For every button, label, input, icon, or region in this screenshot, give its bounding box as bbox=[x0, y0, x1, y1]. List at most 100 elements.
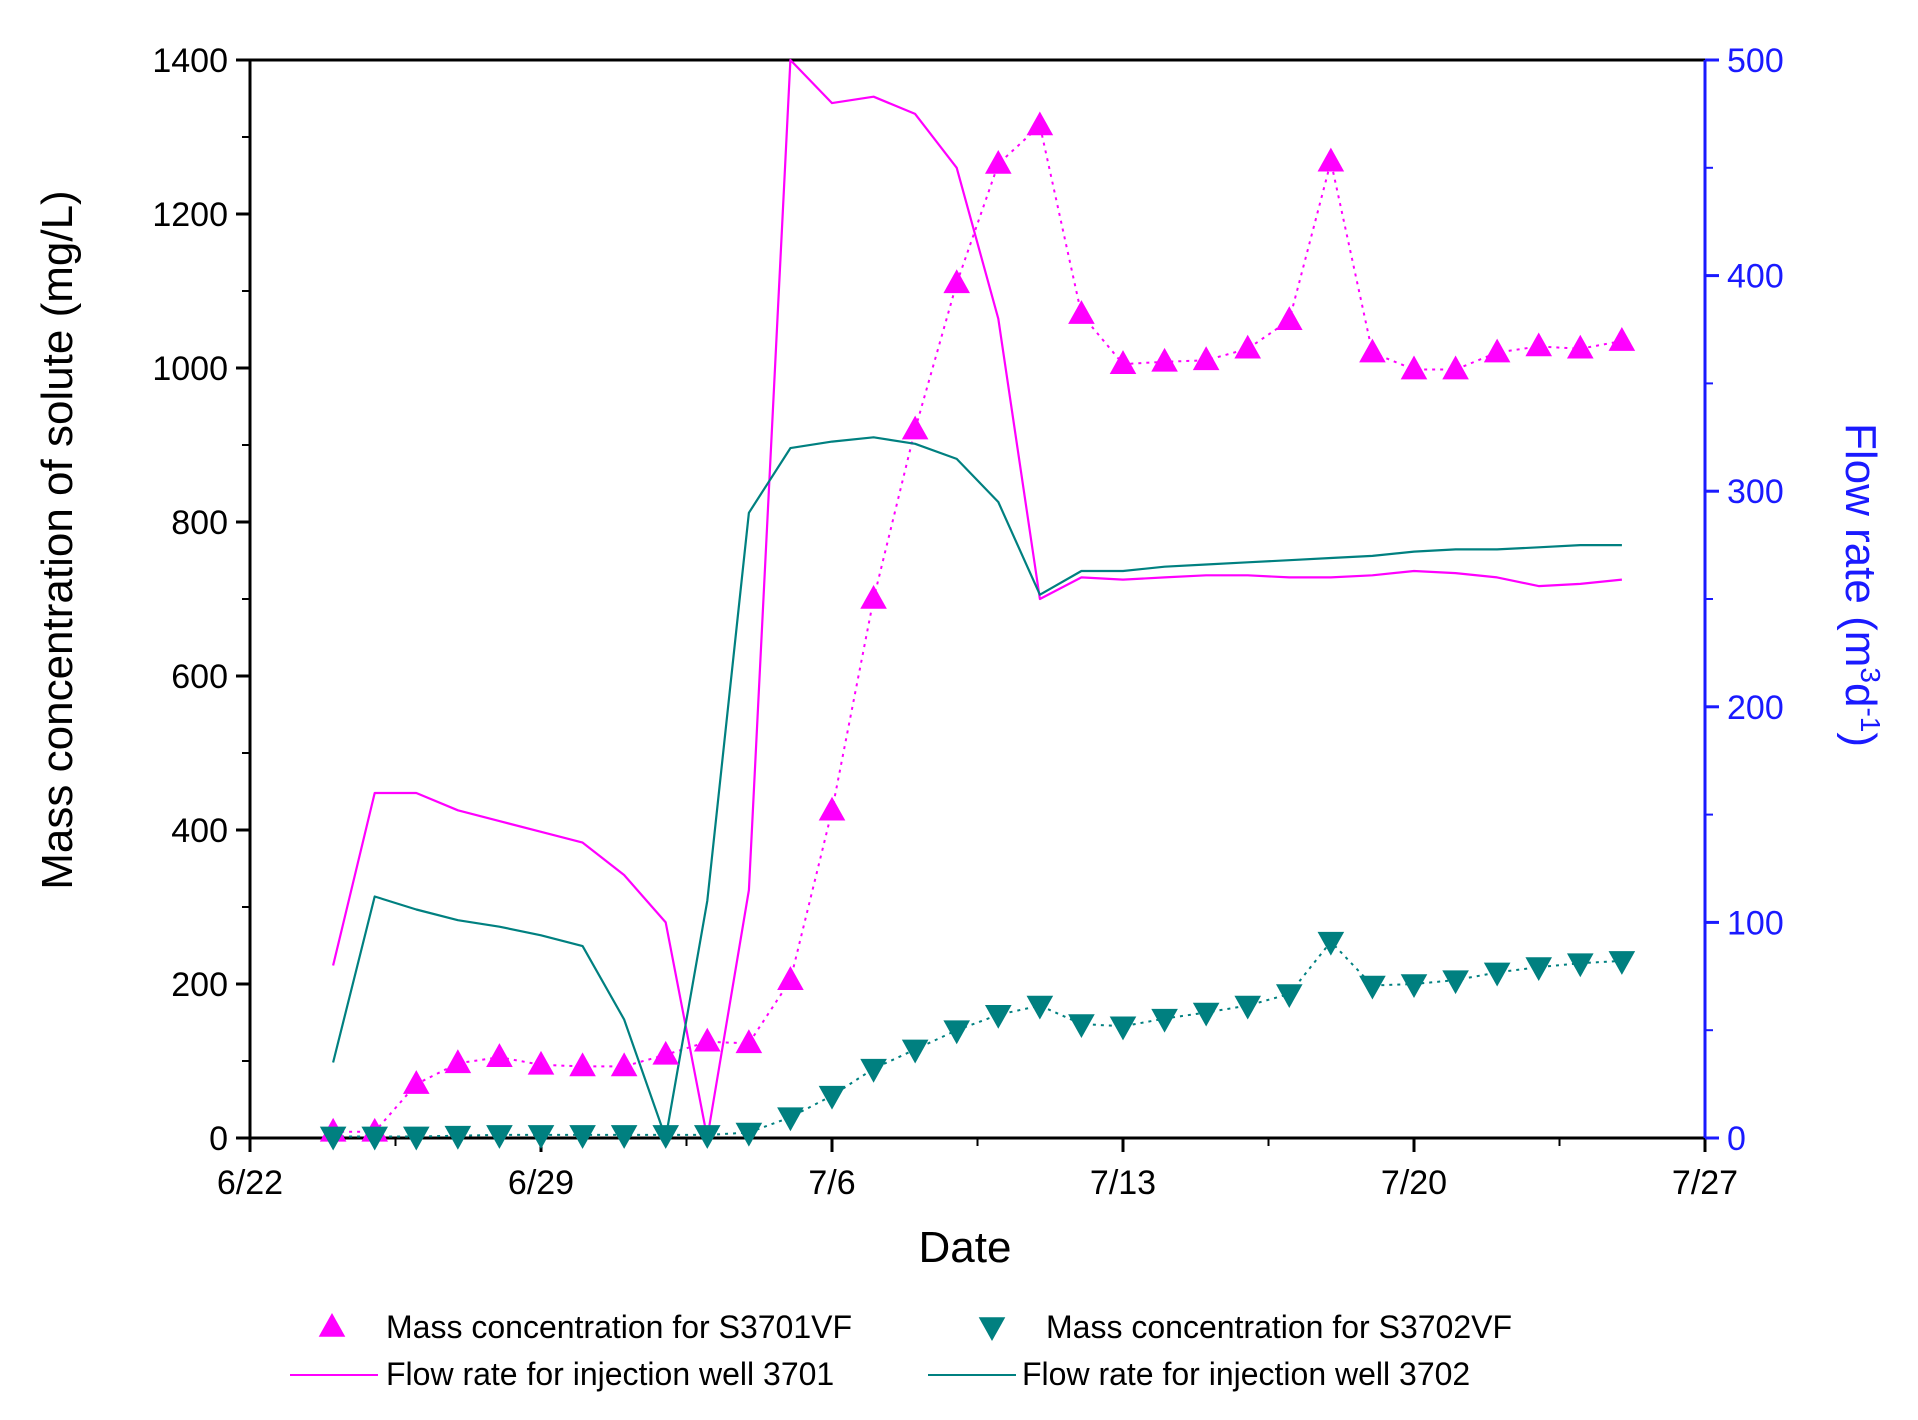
data-point-mass-concentration-for-s3701vf bbox=[1026, 111, 1054, 136]
data-point-mass-concentration-for-s3702vf bbox=[402, 1126, 430, 1151]
data-point-mass-concentration-for-s3702vf bbox=[1359, 975, 1386, 1000]
y-tick-label-left: 200 bbox=[171, 966, 228, 1004]
data-point-mass-concentration-for-s3701vf bbox=[527, 1050, 555, 1075]
data-point-mass-concentration-for-s3702vf bbox=[361, 1126, 389, 1151]
data-point-mass-concentration-for-s3702vf bbox=[818, 1085, 846, 1110]
data-point-mass-concentration-for-s3701vf bbox=[943, 269, 971, 294]
data-point-mass-concentration-for-s3701vf bbox=[1400, 355, 1428, 380]
data-point-mass-concentration-for-s3701vf bbox=[652, 1040, 680, 1065]
data-point-mass-concentration-for-s3702vf bbox=[1275, 984, 1303, 1009]
y-axis-title-right: Flow rate (m3d-1) bbox=[1836, 423, 1887, 747]
data-point-mass-concentration-for-s3702vf bbox=[1234, 995, 1262, 1020]
data-point-mass-concentration-for-s3701vf bbox=[402, 1070, 430, 1094]
data-point-mass-concentration-for-s3702vf bbox=[1566, 953, 1594, 978]
data-point-mass-concentration-for-s3702vf bbox=[735, 1122, 763, 1147]
data-point-mass-concentration-for-s3701vf bbox=[1483, 338, 1511, 363]
x-tick-label: 7/13 bbox=[1090, 1164, 1156, 1202]
series-markers bbox=[319, 111, 1636, 1151]
x-tick-label: 7/27 bbox=[1672, 1164, 1738, 1202]
y-tick-label-left: 600 bbox=[171, 658, 228, 696]
data-point-mass-concentration-for-s3701vf bbox=[1442, 355, 1469, 380]
series-connector-mass-concentration-for-s3702vf bbox=[333, 940, 1622, 1138]
data-point-mass-concentration-for-s3701vf bbox=[1525, 332, 1553, 357]
data-point-mass-concentration-for-s3702vf bbox=[319, 1126, 347, 1151]
series-line-flow-rate-for-injection-well-3701 bbox=[332, 58, 1623, 1140]
data-point-mass-concentration-for-s3702vf bbox=[1192, 1002, 1220, 1027]
legend-label-s3702vf: Mass concentration for S3702VF bbox=[1046, 1309, 1512, 1345]
y-axis-title-right-mid: d bbox=[1836, 683, 1885, 707]
data-point-mass-concentration-for-s3701vf bbox=[486, 1043, 513, 1067]
data-point-mass-concentration-for-s3702vf bbox=[1525, 957, 1553, 982]
data-point-mass-concentration-for-s3702vf bbox=[693, 1125, 721, 1149]
y-axis-title-right-sup1: 3 bbox=[1856, 667, 1887, 683]
data-point-mass-concentration-for-s3701vf bbox=[610, 1052, 638, 1077]
y-tick-label-right: 500 bbox=[1727, 42, 1784, 80]
x-tick-label: 6/29 bbox=[508, 1164, 574, 1202]
y-tick-label-left: 1000 bbox=[152, 350, 228, 388]
legend-marker-s3702vf bbox=[978, 1317, 1006, 1341]
y-axis-title-right-base: Flow rate (m bbox=[1836, 423, 1885, 667]
data-point-mass-concentration-for-s3701vf bbox=[818, 796, 846, 821]
y-tick-label-left: 1400 bbox=[152, 42, 228, 80]
data-point-mass-concentration-for-s3702vf bbox=[1151, 1008, 1178, 1033]
y-tick-label-right: 100 bbox=[1727, 904, 1784, 942]
data-point-mass-concentration-for-s3702vf bbox=[984, 1005, 1012, 1029]
data-point-mass-concentration-for-s3702vf bbox=[444, 1125, 472, 1150]
series-connector-mass-concentration-for-s3701vf bbox=[333, 123, 1623, 1133]
data-point-mass-concentration-for-s3701vf bbox=[735, 1029, 763, 1054]
data-point-mass-concentration-for-s3701vf bbox=[1109, 350, 1137, 374]
data-point-mass-concentration-for-s3701vf bbox=[1151, 347, 1178, 372]
data-point-mass-concentration-for-s3702vf bbox=[652, 1125, 680, 1149]
y-tick-label-left: 0 bbox=[209, 1120, 228, 1158]
x-tick-label: 6/22 bbox=[217, 1164, 283, 1202]
data-point-mass-concentration-for-s3702vf bbox=[1400, 974, 1428, 998]
legend: Mass concentration for S3701VF Mass conc… bbox=[290, 1309, 1512, 1392]
data-point-mass-concentration-for-s3701vf bbox=[1359, 338, 1386, 363]
legend-marker-s3701vf bbox=[318, 1313, 346, 1337]
data-point-mass-concentration-for-s3701vf bbox=[860, 585, 887, 609]
data-point-mass-concentration-for-s3702vf bbox=[1026, 995, 1054, 1020]
legend-label-s3701vf: Mass concentration for S3701VF bbox=[386, 1309, 852, 1345]
y-tick-label-right: 0 bbox=[1727, 1120, 1746, 1158]
legend-label-well-3702: Flow rate for injection well 3702 bbox=[1022, 1356, 1470, 1392]
data-point-mass-concentration-for-s3702vf bbox=[943, 1020, 971, 1045]
data-point-mass-concentration-for-s3701vf bbox=[777, 966, 804, 990]
y-ticks-left: 0 200 400 600 800 1000 1200 1400 bbox=[152, 42, 250, 1158]
data-point-mass-concentration-for-s3701vf bbox=[1566, 334, 1594, 359]
data-point-mass-concentration-for-s3701vf bbox=[1317, 147, 1345, 172]
data-point-mass-concentration-for-s3701vf bbox=[901, 415, 929, 440]
data-point-mass-concentration-for-s3701vf bbox=[444, 1049, 472, 1074]
x-tick-label: 7/6 bbox=[808, 1164, 855, 1202]
data-point-mass-concentration-for-s3701vf bbox=[1275, 306, 1303, 331]
y-tick-label-right: 400 bbox=[1727, 258, 1784, 296]
data-point-mass-concentration-for-s3702vf bbox=[1068, 1014, 1095, 1039]
data-point-mass-concentration-for-s3702vf bbox=[901, 1039, 929, 1064]
data-point-mass-concentration-for-s3701vf bbox=[569, 1052, 596, 1077]
x-axis-title: Date bbox=[919, 1223, 1012, 1272]
data-point-mass-concentration-for-s3701vf bbox=[1234, 334, 1262, 359]
y-tick-label-left: 1200 bbox=[152, 196, 228, 234]
data-point-mass-concentration-for-s3702vf bbox=[777, 1107, 804, 1132]
data-point-mass-concentration-for-s3702vf bbox=[860, 1058, 887, 1083]
series-lines bbox=[332, 58, 1623, 1140]
y-tick-label-right: 300 bbox=[1727, 473, 1784, 511]
y-axis-title-right-end: ) bbox=[1836, 732, 1885, 747]
x-tick-label: 7/20 bbox=[1381, 1164, 1447, 1202]
y-axis-title-left: Mass concentration of solute (mg/L) bbox=[33, 190, 82, 889]
legend-label-well-3701: Flow rate for injection well 3701 bbox=[386, 1356, 834, 1392]
data-point-mass-concentration-for-s3701vf bbox=[693, 1027, 721, 1052]
data-point-mass-concentration-for-s3701vf bbox=[1192, 346, 1220, 371]
data-point-mass-concentration-for-s3702vf bbox=[1109, 1016, 1137, 1041]
data-point-mass-concentration-for-s3702vf bbox=[1483, 962, 1511, 987]
data-point-mass-concentration-for-s3702vf bbox=[1608, 951, 1636, 975]
data-point-mass-concentration-for-s3702vf bbox=[1317, 931, 1345, 956]
data-point-mass-concentration-for-s3701vf bbox=[1608, 327, 1636, 351]
y-tick-label-left: 800 bbox=[171, 504, 228, 542]
x-ticks: 6/22 6/29 7/6 7/13 7/20 7/27 bbox=[217, 1138, 1738, 1202]
data-point-mass-concentration-for-s3701vf bbox=[1068, 300, 1095, 324]
data-point-mass-concentration-for-s3702vf bbox=[486, 1125, 513, 1149]
data-point-mass-concentration-for-s3702vf bbox=[1442, 970, 1469, 995]
data-point-mass-concentration-for-s3702vf bbox=[569, 1125, 596, 1149]
y-axis-title-right-sup2: -1 bbox=[1856, 707, 1887, 732]
